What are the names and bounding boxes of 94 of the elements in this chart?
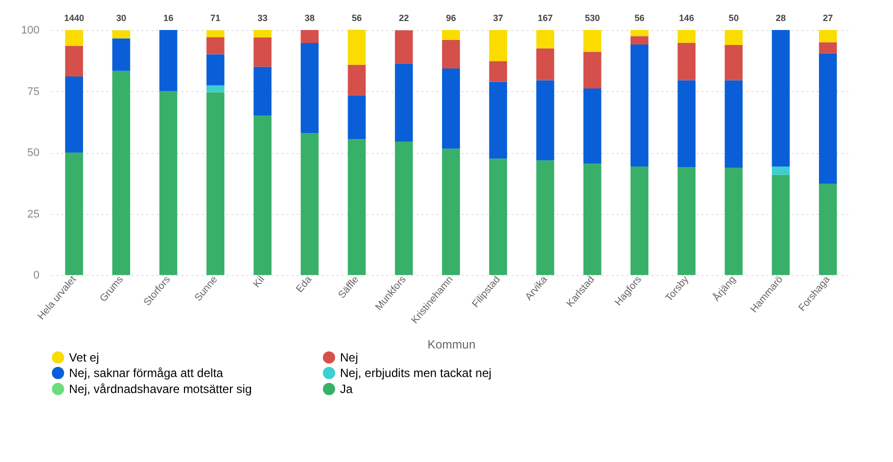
bar	[112, 70, 130, 275]
bar	[536, 48, 554, 80]
bar	[489, 158, 508, 275]
y-tick-label: 0	[33, 270, 40, 282]
legend-label: Vet ej	[69, 350, 100, 364]
legend-label: Nej	[340, 350, 358, 364]
y-tick-label: 25	[27, 208, 40, 220]
bar	[112, 30, 130, 38]
bar	[300, 42, 319, 134]
bar	[348, 139, 366, 275]
bar	[818, 42, 837, 54]
x-tick-label: Kil	[252, 274, 268, 290]
bar	[206, 30, 224, 38]
bar	[65, 30, 84, 46]
bar	[678, 30, 696, 43]
legend-label: Ja	[340, 382, 353, 396]
y-tick-label: 75	[27, 86, 40, 98]
bar	[678, 42, 696, 80]
bar	[442, 148, 460, 275]
bar	[206, 92, 224, 275]
bar	[583, 52, 602, 89]
annotation: 146	[679, 13, 694, 23]
bar	[254, 116, 272, 275]
bar	[206, 37, 224, 54]
bar	[678, 166, 696, 275]
bar	[348, 64, 366, 96]
bar	[206, 85, 224, 92]
annotation: 16	[163, 13, 174, 23]
bar	[818, 53, 837, 184]
bar	[724, 80, 743, 168]
bar	[536, 80, 554, 160]
bar	[772, 174, 790, 275]
bar	[818, 30, 837, 42]
x-tick-label: Eda	[294, 274, 315, 295]
bar	[254, 30, 272, 38]
bar	[206, 54, 224, 86]
bar	[159, 91, 178, 275]
bar	[300, 133, 319, 275]
annotation: 167	[538, 13, 553, 23]
bar	[348, 30, 366, 65]
bar	[630, 166, 648, 275]
bar	[583, 88, 602, 164]
bar	[489, 30, 508, 62]
bar	[254, 66, 272, 116]
annotation: 71	[210, 13, 220, 23]
bar	[536, 160, 554, 275]
annotation: 38	[304, 13, 315, 23]
bar	[254, 37, 272, 67]
bar	[159, 30, 178, 92]
annotation: 96	[446, 13, 456, 23]
bar	[65, 76, 84, 152]
legend-label: Nej, erbjudits men tackat nej	[340, 366, 492, 380]
annotation: 530	[584, 13, 600, 23]
bar	[394, 30, 413, 64]
bar	[489, 82, 508, 159]
y-tick-label: 100	[21, 24, 40, 36]
bar	[678, 80, 696, 167]
bar	[724, 30, 743, 45]
annotation: 22	[398, 13, 409, 23]
bar	[818, 184, 837, 275]
bar	[772, 166, 790, 175]
bar	[442, 40, 460, 68]
bar	[394, 64, 413, 142]
annotation: 56	[634, 13, 644, 23]
bar	[65, 46, 84, 77]
bar	[65, 152, 84, 275]
bar	[394, 141, 413, 275]
y-tick-label: 50	[27, 147, 40, 159]
bar	[583, 30, 602, 52]
bar	[630, 30, 648, 36]
bar	[724, 168, 743, 275]
annotation: 30	[116, 13, 126, 23]
bar	[630, 36, 648, 44]
legend-label: Nej, vårdnadshavare motsätter sig	[69, 382, 252, 396]
bar	[724, 44, 743, 80]
bar	[442, 30, 460, 40]
annotation: 1440	[64, 13, 84, 23]
bar	[442, 68, 460, 149]
bar	[348, 95, 366, 140]
bar	[772, 30, 790, 166]
annotation: 28	[776, 13, 786, 23]
bar	[583, 164, 602, 275]
legend-label: Nej, saknar förmåga att delta	[69, 366, 224, 380]
annotation: 33	[258, 13, 268, 23]
annotation: 56	[352, 13, 362, 23]
bar	[536, 30, 554, 48]
bar	[300, 30, 319, 43]
bar	[630, 44, 648, 166]
bar	[489, 61, 508, 82]
annotation: 37	[493, 13, 504, 23]
annotation: 27	[822, 13, 833, 23]
bar	[112, 38, 130, 71]
x-axis-title: Kommun	[427, 337, 476, 352]
annotation: 50	[728, 13, 739, 23]
